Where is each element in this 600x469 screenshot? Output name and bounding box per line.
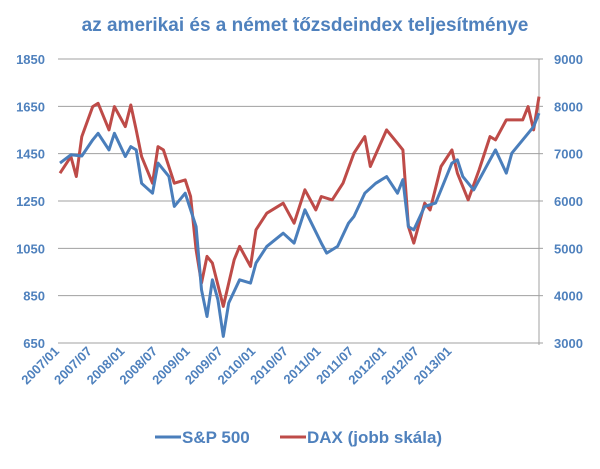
y-left-tick-label: 1050: [16, 241, 45, 256]
y-right-tick-label: 9000: [554, 52, 583, 67]
series-line-sp500: [59, 112, 541, 338]
legend-label-sp500: S&P 500: [182, 428, 250, 447]
y-left-tick-label: 1850: [16, 52, 45, 67]
y-left-tick-label: 1250: [16, 194, 45, 209]
y-left-tick-label: 850: [23, 289, 45, 304]
y-left-tick-label: 1450: [16, 147, 45, 162]
legend: S&P 500 DAX (jobb skála): [155, 428, 442, 447]
y-right-tick-label: 8000: [554, 99, 583, 114]
y-axis-right: 3000 4000 5000 6000 7000 8000 9000: [539, 52, 583, 351]
y-right-tick-label: 6000: [554, 194, 583, 209]
gridlines: [58, 58, 540, 345]
legend-label-dax: DAX (jobb skála): [307, 428, 442, 447]
series-line-dax: [58, 96, 541, 308]
y-right-tick-label: 5000: [554, 241, 583, 256]
y-left-tick-label: 1650: [16, 99, 45, 114]
x-axis: 2007/012007/072008/012008/072009/012009/…: [18, 344, 454, 388]
y-left-tick-label: 650: [23, 336, 45, 351]
series-lines: [58, 96, 541, 338]
y-right-tick-label: 4000: [554, 289, 583, 304]
y-axis-left: 650 850 1050 1250 1450 1650 1850: [16, 52, 45, 351]
chart-title: az amerikai és a német tőzsdeindex telje…: [82, 15, 529, 36]
y-right-tick-label: 7000: [554, 147, 583, 162]
y-right-tick-label: 3000: [554, 336, 583, 351]
